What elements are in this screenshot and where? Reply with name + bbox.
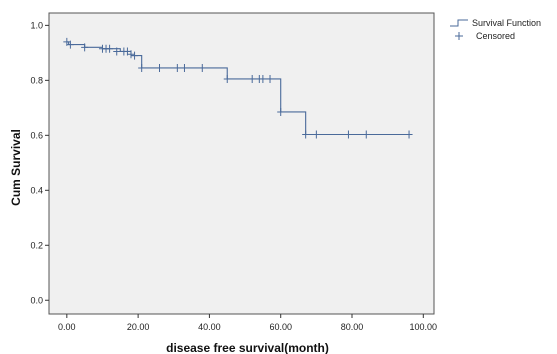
censored-marker	[277, 107, 285, 116]
x-tick-label: 100.00	[410, 322, 438, 332]
x-axis-label-unit: (month)	[284, 341, 329, 354]
legend-survival-function-label: Survival Function	[472, 18, 541, 28]
censored-marker	[156, 63, 164, 72]
censored-marker	[63, 37, 71, 46]
x-axis-label-main: disease free survival	[166, 341, 284, 354]
y-tick-label: 0.2	[30, 240, 43, 250]
censored-marker	[106, 44, 114, 53]
censored-marker	[302, 130, 310, 139]
legend-censored-label: Censored	[476, 31, 515, 41]
x-tick-label: 60.00	[269, 322, 292, 332]
censored-marker	[138, 63, 146, 72]
plot-area	[48, 12, 435, 315]
censored-marker	[123, 47, 131, 56]
x-tick-label: 40.00	[198, 322, 221, 332]
x-tick-label: 20.00	[127, 322, 150, 332]
censored-marker	[259, 74, 267, 83]
censored-marker	[223, 74, 231, 83]
censored-marker	[66, 40, 74, 49]
censored-marker	[344, 130, 352, 139]
y-axis-label: Cum Survival	[9, 129, 23, 206]
censored-marker	[312, 130, 320, 139]
y-tick-label: 0.0	[30, 295, 43, 305]
censored-marker	[198, 63, 206, 72]
y-tick-label: 0.6	[30, 130, 43, 140]
censored-marker	[266, 74, 274, 83]
censored-marker	[81, 43, 89, 52]
censored-marker	[248, 74, 256, 83]
x-tick-label: 80.00	[341, 322, 364, 332]
y-tick-label: 1.0	[30, 20, 43, 30]
x-tick-label: 0.00	[58, 322, 76, 332]
y-axis: 0.0 0.2 0.4 0.6 0.8 1.0	[30, 20, 49, 305]
censored-marker	[405, 130, 413, 139]
censored-marker	[113, 47, 121, 56]
censored-marker	[131, 51, 139, 60]
x-axis: 0.00 20.00 40.00 60.00 80.00 100.00	[58, 314, 437, 332]
y-tick-label: 0.4	[30, 185, 43, 195]
legend-survival-function-symbol	[450, 19, 468, 27]
censored-marker	[173, 63, 181, 72]
legend: Survival Function Censored	[450, 18, 541, 41]
censored-marker	[180, 63, 188, 72]
legend-censored-symbol	[455, 32, 463, 40]
censored-markers	[63, 37, 413, 139]
x-axis-label: disease free survival(month)	[166, 341, 329, 354]
censored-marker	[362, 130, 370, 139]
y-tick-label: 0.8	[30, 75, 43, 85]
censored-marker	[127, 50, 135, 59]
